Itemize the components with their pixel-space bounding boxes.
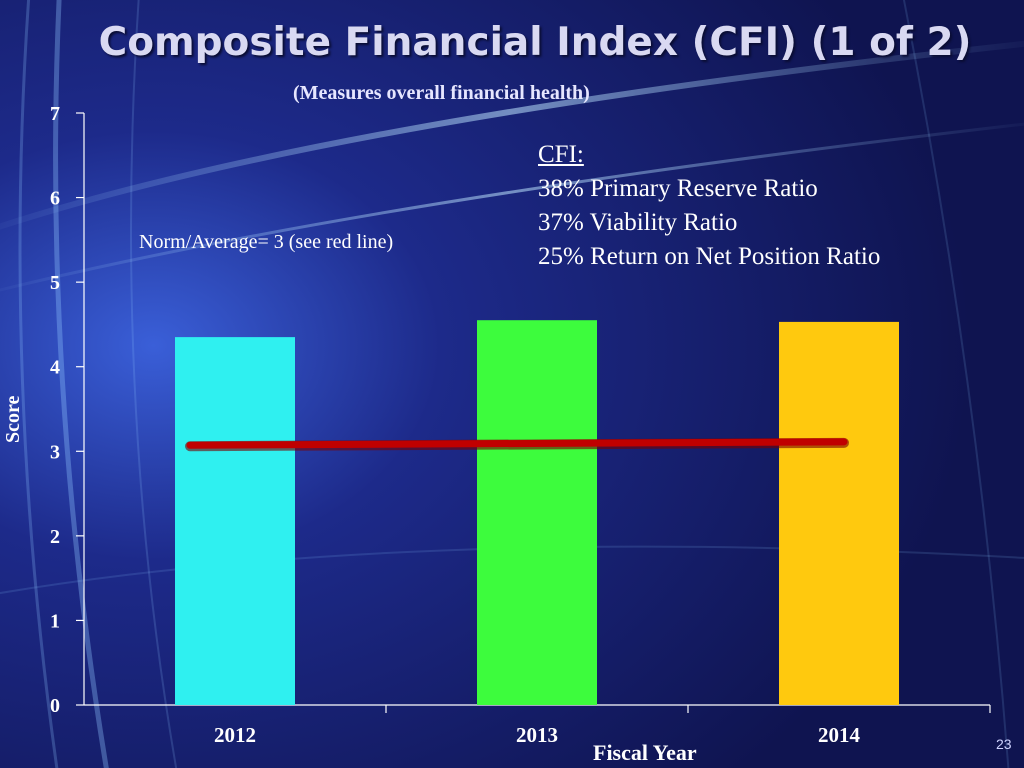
cfi-line-return-net-position: 25% Return on Net Position Ratio (538, 243, 881, 270)
y-tick-label-1: 1 (50, 610, 60, 632)
cfi-composition-box: CFI: 38% Primary Reserve Ratio 37% Viabi… (538, 138, 880, 274)
y-axis-label: Score (2, 395, 24, 443)
y-tick-label-2: 2 (50, 526, 60, 548)
page-number: 23 (996, 736, 1012, 752)
y-tick-label-0: 0 (50, 695, 60, 717)
cfi-line-viability: 37% Viability Ratio (538, 209, 738, 236)
bar-2013 (477, 320, 597, 705)
x-tick-label-2014: 2014 (818, 723, 861, 747)
bar-2012 (175, 337, 295, 705)
cfi-header: CFI: (538, 141, 584, 168)
y-tick-label-4: 4 (50, 357, 60, 379)
y-tick-label-5: 5 (50, 272, 60, 294)
cfi-line-primary-reserve: 38% Primary Reserve Ratio (538, 175, 818, 202)
y-tick-label-6: 6 (50, 188, 60, 210)
norm-reference-line (186, 438, 848, 449)
norm-note: Norm/Average= 3 (see red line) (139, 231, 394, 253)
x-tick-label-2013: 2013 (516, 723, 558, 747)
slide-title: Composite Financial Index (CFI) (1 of 2) (98, 20, 972, 65)
slide-subtitle: (Measures overall financial health) (293, 82, 590, 104)
y-tick-label-7: 7 (50, 103, 60, 125)
y-tick-label-3: 3 (50, 441, 60, 463)
x-tick-label-2012: 2012 (214, 723, 256, 747)
bar-2014 (779, 321, 899, 705)
x-axis-label: Fiscal Year (593, 740, 697, 765)
